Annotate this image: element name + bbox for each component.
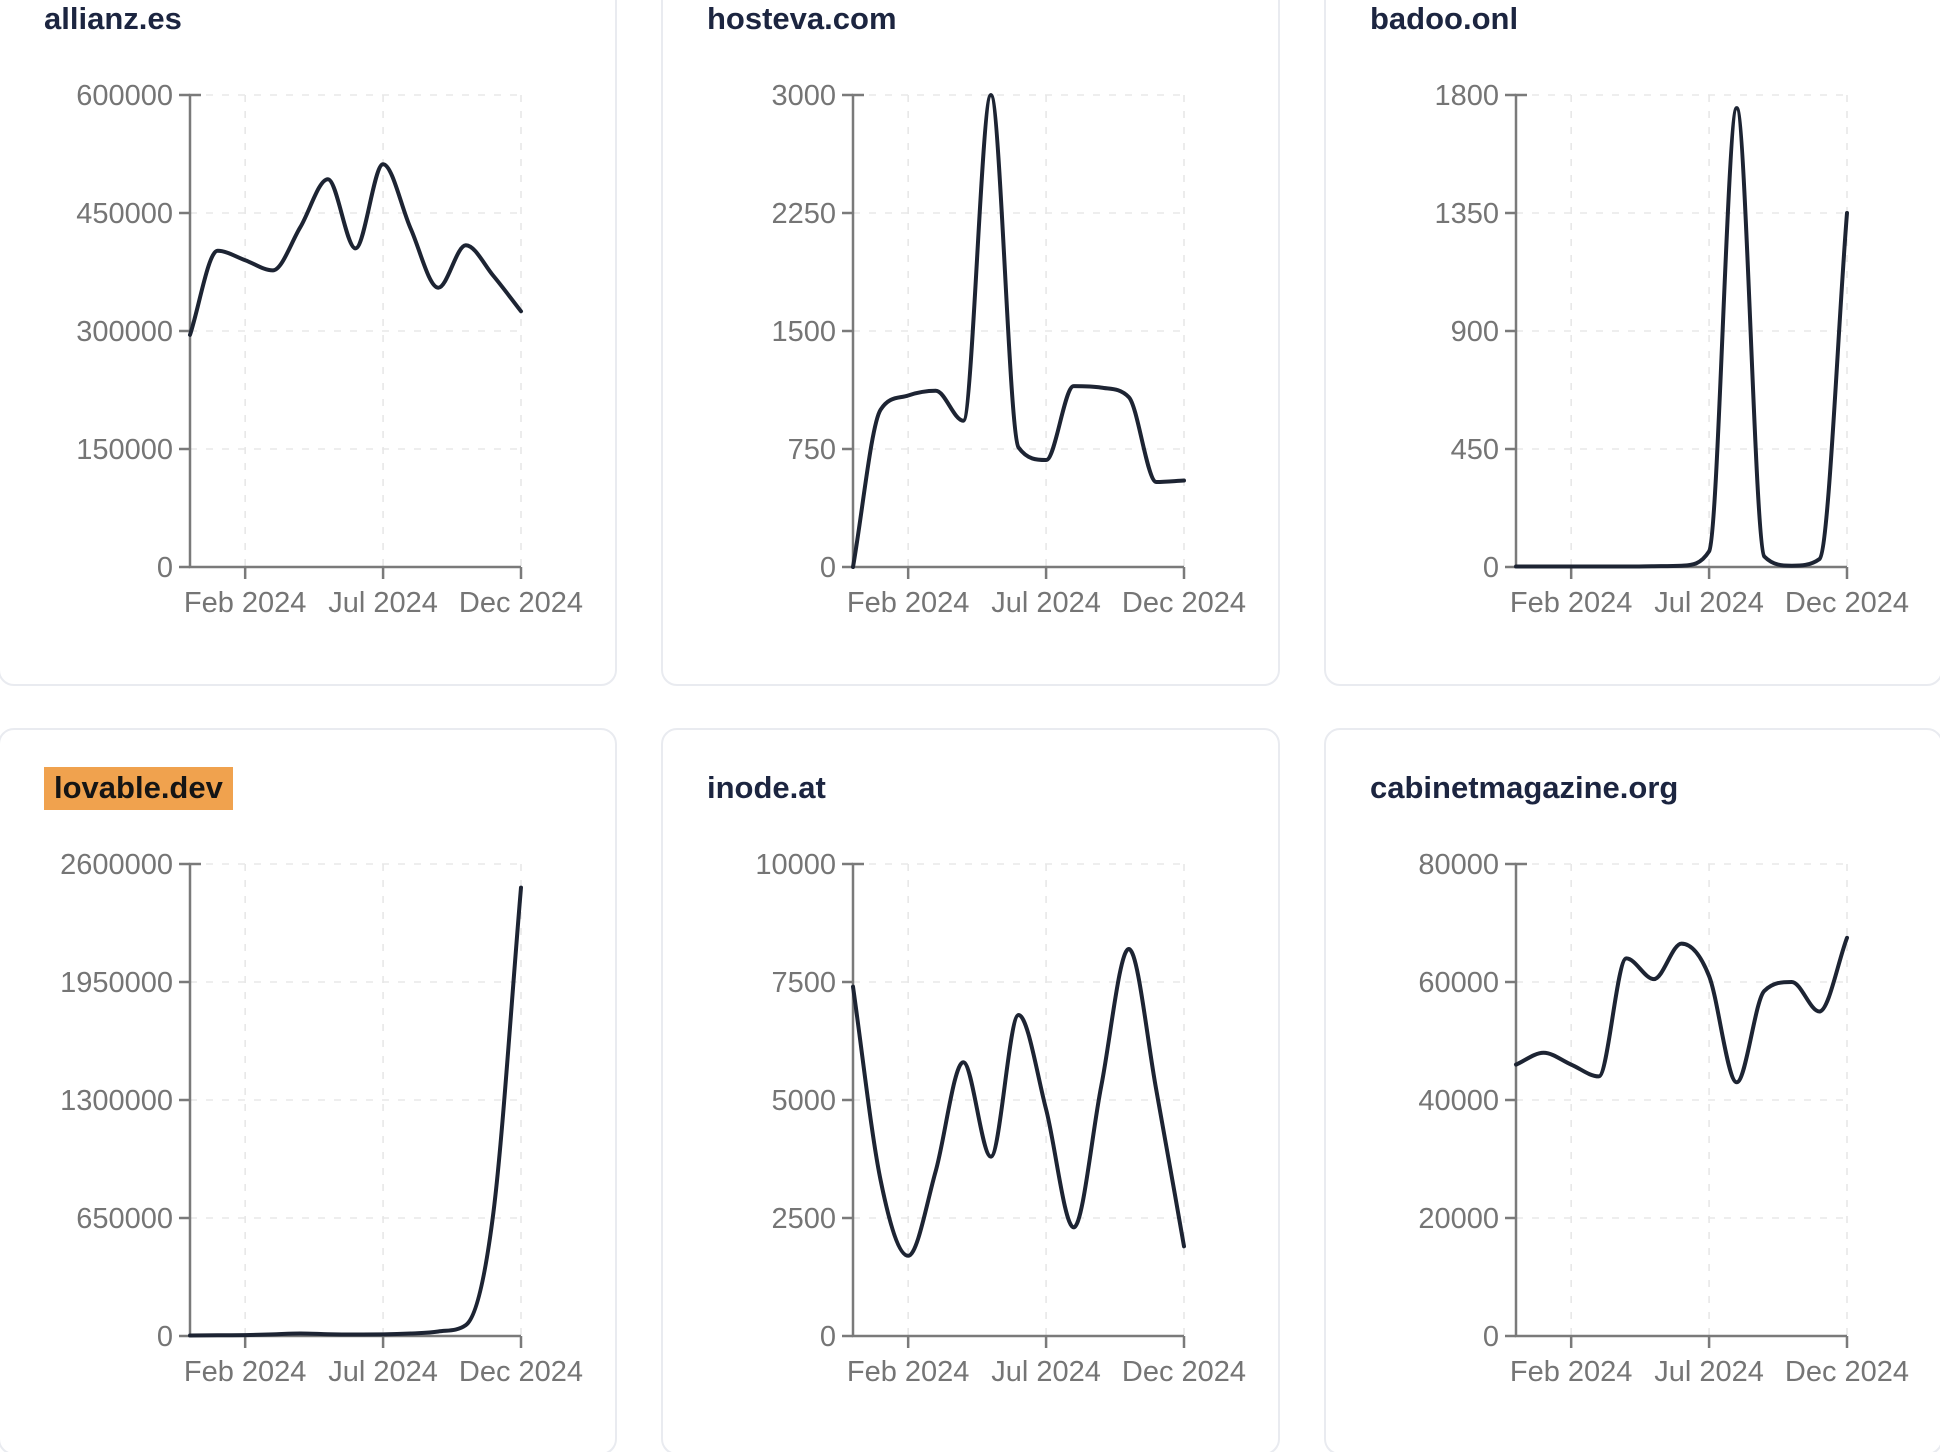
- y-tick-label: 2250: [771, 198, 836, 230]
- chart-title: lovable.dev: [44, 767, 233, 810]
- chart-title: badoo.onl: [1370, 1, 1518, 37]
- chart-title-text-highlighted: lovable.dev: [44, 767, 233, 810]
- y-tick-label: 7500: [771, 967, 836, 999]
- y-tick-label: 1950000: [60, 967, 173, 999]
- line-chart: 0 650000 1300000 1950000 2600000 Feb 2024 Jul …: [60, 849, 583, 1388]
- y-tick-label: 0: [157, 552, 173, 584]
- y-tick-label: 750: [788, 434, 836, 466]
- line-chart: 0 20000 40000 60000 80000 Feb 2024 Jul 2024 Dec…: [1418, 849, 1909, 1388]
- series-line: [188, 885, 523, 1338]
- x-tick-label: Jul 2024: [991, 1356, 1101, 1388]
- x-tick-label: Feb 2024: [184, 587, 307, 619]
- series-line: [851, 93, 1186, 569]
- y-tick-label: 3000: [771, 80, 836, 112]
- chart-title: cabinetmagazine.org: [1370, 770, 1678, 806]
- y-tick-label: 80000: [1418, 849, 1499, 881]
- x-tick-label: Feb 2024: [1510, 1356, 1633, 1388]
- y-tick-label: 2600000: [60, 849, 173, 881]
- y-tick-label: 1350: [1434, 198, 1499, 230]
- chart-title-text: badoo.onl: [1370, 1, 1519, 36]
- y-tick-label: 650000: [76, 1203, 173, 1235]
- series-line: [1514, 935, 1849, 1085]
- chart-card: hosteva.com 0 750 1500 2250 3000 Feb 2024 Jul 2…: [661, 0, 1280, 686]
- y-tick-label: 150000: [76, 434, 173, 466]
- chart-card: inode.at 0 2500 5000 7500 10000 Feb 2024 Jul 20…: [661, 728, 1280, 1452]
- x-tick-label: Jul 2024: [1654, 587, 1764, 619]
- y-tick-label: 0: [820, 552, 836, 584]
- line-chart: 0 750 1500 2250 3000 Feb 2024 Jul 2024 Dec 2024: [771, 80, 1246, 619]
- chart-title: inode.at: [707, 770, 826, 806]
- series-line: [1514, 106, 1849, 569]
- x-tick-label: Jul 2024: [328, 1356, 438, 1388]
- y-tick-label: 450000: [76, 198, 173, 230]
- x-tick-label: Dec 2024: [459, 1356, 583, 1388]
- series-line: [851, 947, 1186, 1258]
- y-tick-label: 900: [1451, 316, 1499, 348]
- y-tick-label: 1300000: [60, 1085, 173, 1117]
- y-tick-label: 0: [1483, 552, 1499, 584]
- x-tick-label: Feb 2024: [1510, 587, 1633, 619]
- chart-title-text: inode.at: [707, 770, 826, 805]
- y-tick-label: 0: [820, 1321, 836, 1353]
- x-tick-label: Jul 2024: [991, 587, 1101, 619]
- x-tick-label: Jul 2024: [328, 587, 438, 619]
- y-tick-label: 1500: [771, 316, 836, 348]
- x-tick-label: Dec 2024: [1122, 1356, 1246, 1388]
- x-tick-label: Dec 2024: [1122, 587, 1246, 619]
- chart-card: allianz.es 0 150000 300000 450000 600000 Feb 2…: [0, 0, 617, 686]
- x-tick-label: Dec 2024: [1785, 587, 1909, 619]
- y-tick-label: 1800: [1434, 80, 1499, 112]
- x-tick-label: Feb 2024: [847, 587, 970, 619]
- line-chart: 0 450 900 1350 1800 Feb 2024 Jul 2024 Dec 2024: [1434, 80, 1909, 619]
- y-tick-label: 0: [157, 1321, 173, 1353]
- chart-title-text: cabinetmagazine.org: [1370, 770, 1679, 805]
- y-tick-label: 2500: [771, 1203, 836, 1235]
- line-chart: 0 2500 5000 7500 10000 Feb 2024 Jul 2024 Dec 20…: [755, 849, 1246, 1388]
- y-tick-label: 450: [1451, 434, 1499, 466]
- series-line: [188, 162, 523, 337]
- x-tick-label: Feb 2024: [847, 1356, 970, 1388]
- x-tick-label: Dec 2024: [1785, 1356, 1909, 1388]
- y-tick-label: 60000: [1418, 967, 1499, 999]
- y-tick-label: 0: [1483, 1321, 1499, 1353]
- y-tick-label: 600000: [76, 80, 173, 112]
- chart-card: lovable.dev 0 650000 1300000 1950000 2600000 F…: [0, 728, 617, 1452]
- chart-title-text: allianz.es: [44, 1, 182, 36]
- y-tick-label: 20000: [1418, 1203, 1499, 1235]
- x-tick-label: Jul 2024: [1654, 1356, 1764, 1388]
- chart-title-text: hosteva.com: [707, 1, 897, 36]
- y-tick-label: 10000: [755, 849, 836, 881]
- line-chart: 0 150000 300000 450000 600000 Feb 2024 Jul 202…: [76, 80, 583, 619]
- chart-card: cabinetmagazine.org 0 20000 40000 60000 80000…: [1324, 728, 1940, 1452]
- y-tick-label: 5000: [771, 1085, 836, 1117]
- y-tick-label: 300000: [76, 316, 173, 348]
- chart-card: badoo.onl 0 450 900 1350 1800 Feb 2024 Jul 2024…: [1324, 0, 1940, 686]
- chart-title: hosteva.com: [707, 1, 897, 37]
- x-tick-label: Feb 2024: [184, 1356, 307, 1388]
- chart-title: allianz.es: [44, 1, 182, 37]
- y-tick-label: 40000: [1418, 1085, 1499, 1117]
- x-tick-label: Dec 2024: [459, 587, 583, 619]
